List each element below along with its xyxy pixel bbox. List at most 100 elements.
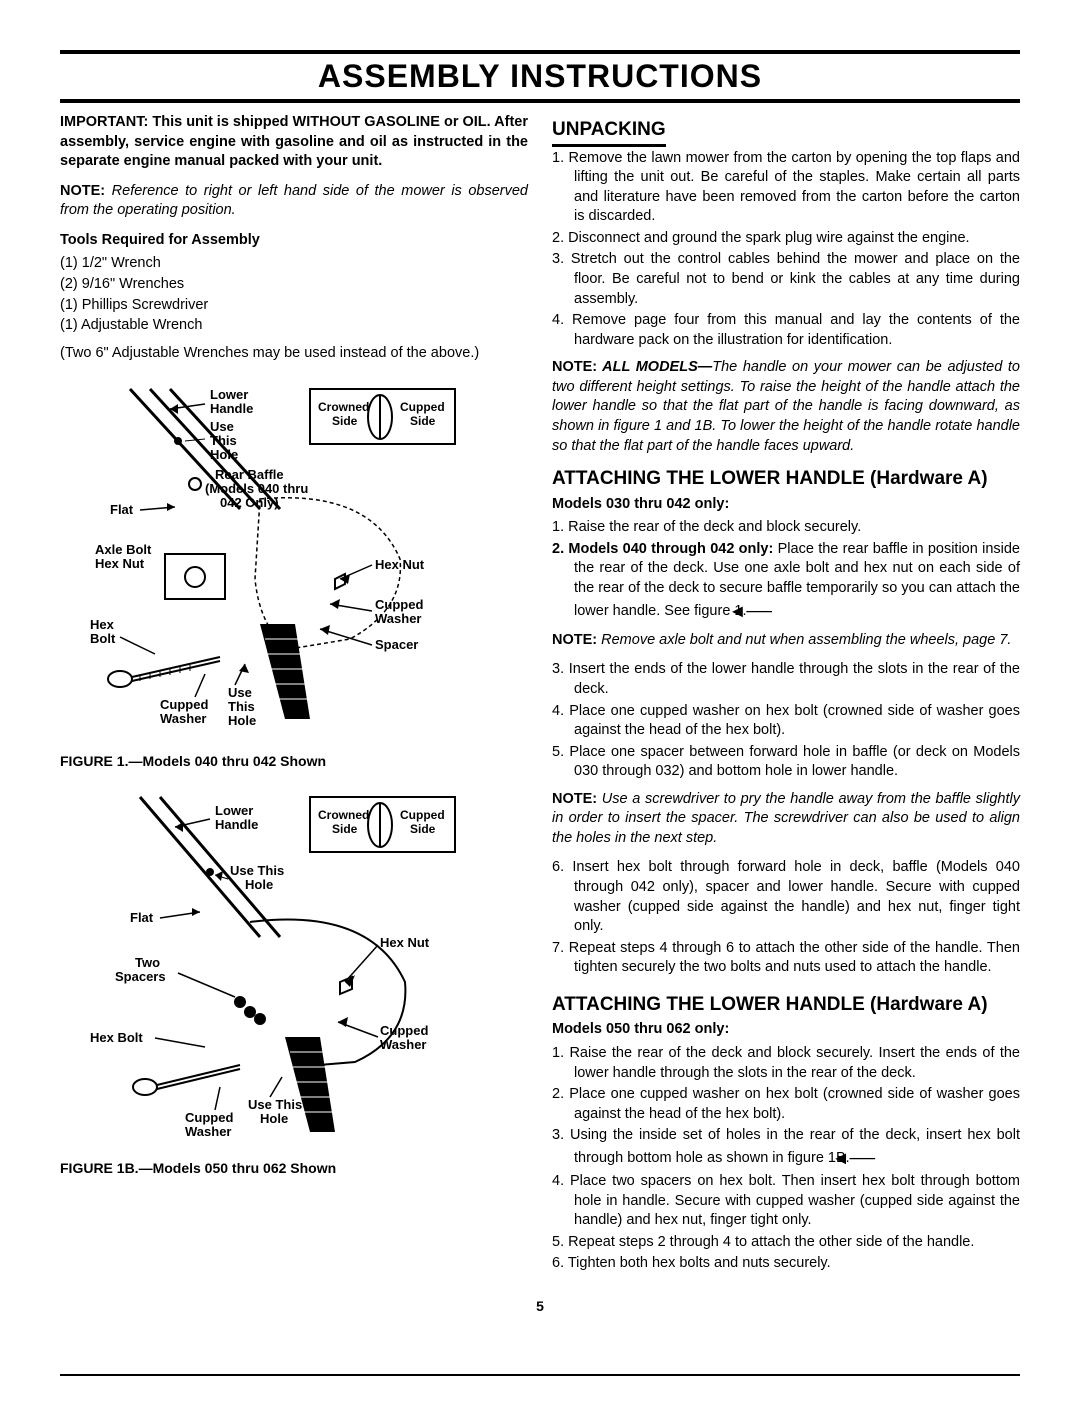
list-item: 4. Remove page four from this manual and… (552, 311, 1020, 350)
note-text: Remove axle bolt and nut when assembling… (597, 632, 1011, 648)
tool-item: (1) Phillips Screwdriver (60, 296, 528, 316)
svg-text:Washer: Washer (160, 711, 206, 726)
note-text: Use a screwdriver to pry the handle away… (552, 791, 1020, 846)
figure-1b-caption: FIGURE 1B.—Models 050 thru 062 Shown (60, 1159, 528, 1178)
svg-text:Lower: Lower (210, 387, 248, 402)
svg-text:Lower: Lower (215, 803, 253, 818)
tools-heading: Tools Required for Assembly (60, 231, 528, 251)
page-title: ASSEMBLY INSTRUCTIONS (60, 58, 1020, 95)
svg-text:Use This: Use This (230, 863, 284, 878)
svg-text:Use: Use (210, 419, 234, 434)
list-item: 5. Place one spacer between forward hole… (552, 743, 1020, 782)
figure-1-caption: FIGURE 1.—Models 040 thru 042 Shown (60, 752, 528, 771)
list-item: 7. Repeat steps 4 through 6 to attach th… (552, 939, 1020, 978)
svg-text:Handle: Handle (210, 401, 253, 416)
attach-b-heading: ATTACHING THE LOWER HANDLE (Hardware A) (552, 992, 1020, 1019)
svg-text:Hex: Hex (90, 617, 115, 632)
tools-note: (Two 6" Adjustable Wrenches may be used … (60, 344, 528, 364)
svg-text:Hex Nut: Hex Nut (380, 935, 430, 950)
svg-text:This: This (228, 699, 255, 714)
svg-text:Cupped: Cupped (400, 400, 445, 414)
note-label: NOTE: (60, 183, 105, 199)
attach-b-list: 1. Raise the rear of the deck and block … (552, 1044, 1020, 1274)
svg-text:Flat: Flat (130, 910, 154, 925)
list-item: 4. Place one cupped washer on hex bolt (… (552, 702, 1020, 741)
bottom-rule (60, 1374, 1020, 1376)
attach-a-heading: ATTACHING THE LOWER HANDLE (Hardware A) (552, 466, 1020, 493)
list-item: 3. Using the inside set of holes in the … (552, 1126, 1020, 1170)
attach-a-list-2: 3. Insert the ends of the lower handle t… (552, 660, 1020, 781)
list-item: 4. Place two spacers on hex bolt. Then i… (552, 1172, 1020, 1231)
svg-text:Hole: Hole (260, 1111, 288, 1126)
tool-item: (2) 9/16" Wrenches (60, 275, 528, 295)
figure-1b: Crowned Side Cupped Side Lower Handle Us… (60, 787, 528, 1178)
list-item: 3. Stretch out the control cables behind… (552, 250, 1020, 309)
right-column: UNPACKING 1. Remove the lawn mower from … (552, 113, 1020, 1282)
list-item: 1. Raise the rear of the deck and block … (552, 1044, 1020, 1083)
svg-text:Spacer: Spacer (375, 637, 418, 652)
list-item: 2. Models 040 through 042 only: Place th… (552, 540, 1020, 623)
list-item: 1. Remove the lawn mower from the carton… (552, 149, 1020, 227)
attach-b-subhead: Models 050 thru 062 only: (552, 1020, 1020, 1040)
important-note: IMPORTANT: This unit is shipped WITHOUT … (60, 113, 528, 172)
attach-a-list-3: 6. Insert hex bolt through forward hole … (552, 858, 1020, 977)
note-remove-axle: NOTE: Remove axle bolt and nut when asse… (552, 631, 1020, 651)
svg-text:Side: Side (332, 414, 358, 428)
figure-1-svg: Crowned Side Cupped Side Lower Handle Us… (60, 379, 460, 739)
svg-text:Two: Two (135, 955, 160, 970)
svg-text:Cupped: Cupped (400, 808, 445, 822)
svg-text:Washer: Washer (375, 611, 421, 626)
svg-text:Flat: Flat (110, 502, 134, 517)
note-text: Reference to right or left hand side of … (60, 183, 528, 219)
svg-text:Hole: Hole (210, 447, 238, 462)
list-item: 3. Insert the ends of the lower handle t… (552, 660, 1020, 699)
list-item: 6. Tighten both hex bolts and nuts secur… (552, 1254, 1020, 1274)
list-item: 2. Disconnect and ground the spark plug … (552, 229, 1020, 249)
note-label: NOTE: (552, 632, 597, 648)
svg-text:Use This: Use This (248, 1097, 302, 1112)
svg-text:Crowned: Crowned (318, 400, 369, 414)
list-item: 6. Insert hex bolt through forward hole … (552, 858, 1020, 936)
list-item: 1. Raise the rear of the deck and block … (552, 518, 1020, 538)
svg-text:Bolt: Bolt (90, 631, 116, 646)
tools-list: (1) 1/2" Wrench (2) 9/16" Wrenches (1) P… (60, 254, 528, 335)
list-item: 2. Place one cupped washer on hex bolt (… (552, 1085, 1020, 1124)
svg-text:042 Only): 042 Only) (220, 495, 279, 510)
figure-1b-svg: Crowned Side Cupped Side Lower Handle Us… (60, 787, 460, 1147)
attach-a-list: 1. Raise the rear of the deck and block … (552, 518, 1020, 623)
svg-text:Side: Side (332, 822, 358, 836)
title-bar: ASSEMBLY INSTRUCTIONS (60, 50, 1020, 103)
unpacking-heading: UNPACKING (552, 117, 666, 147)
svg-text:Spacers: Spacers (115, 969, 166, 984)
svg-text:Hex Nut: Hex Nut (375, 557, 425, 572)
list-item: 5. Repeat steps 2 through 4 to attach th… (552, 1233, 1020, 1253)
svg-text:(Models 040 thru: (Models 040 thru (205, 481, 308, 496)
note-screwdriver: NOTE: Use a screwdriver to pry the handl… (552, 790, 1020, 849)
figure-1: Crowned Side Cupped Side Lower Handle Us… (60, 379, 528, 770)
note-label: NOTE: (552, 359, 597, 375)
svg-text:Crowned: Crowned (318, 808, 369, 822)
svg-text:Handle: Handle (215, 817, 258, 832)
svg-text:Side: Side (410, 414, 436, 428)
attach-a-subhead: Models 030 thru 042 only: (552, 495, 1020, 515)
svg-text:Cupped: Cupped (380, 1023, 428, 1038)
arrow-left-icon: ◄── (854, 1146, 875, 1170)
unpacking-list: 1. Remove the lawn mower from the carton… (552, 149, 1020, 351)
bold-text: 2. Models 040 through 042 only: (552, 541, 773, 557)
svg-text:Hex Nut: Hex Nut (95, 556, 145, 571)
left-column: IMPORTANT: This unit is shipped WITHOUT … (60, 113, 528, 1282)
tool-item: (1) Adjustable Wrench (60, 316, 528, 336)
svg-text:Side: Side (410, 822, 436, 836)
note-label: NOTE: (552, 791, 597, 807)
arrow-left-icon: ◄── (751, 599, 772, 623)
text: 3. Using the inside set of holes in the … (552, 1127, 1020, 1166)
page-number: 5 (60, 1298, 1020, 1314)
svg-text:Hole: Hole (228, 713, 256, 728)
svg-text:Washer: Washer (380, 1037, 426, 1052)
note-reference: NOTE: Reference to right or left hand si… (60, 182, 528, 221)
svg-text:Hole: Hole (245, 877, 273, 892)
svg-text:Rear Baffle: Rear Baffle (215, 467, 284, 482)
svg-text:Axle Bolt: Axle Bolt (95, 542, 152, 557)
svg-text:Cupped: Cupped (375, 597, 423, 612)
tool-item: (1) 1/2" Wrench (60, 254, 528, 274)
